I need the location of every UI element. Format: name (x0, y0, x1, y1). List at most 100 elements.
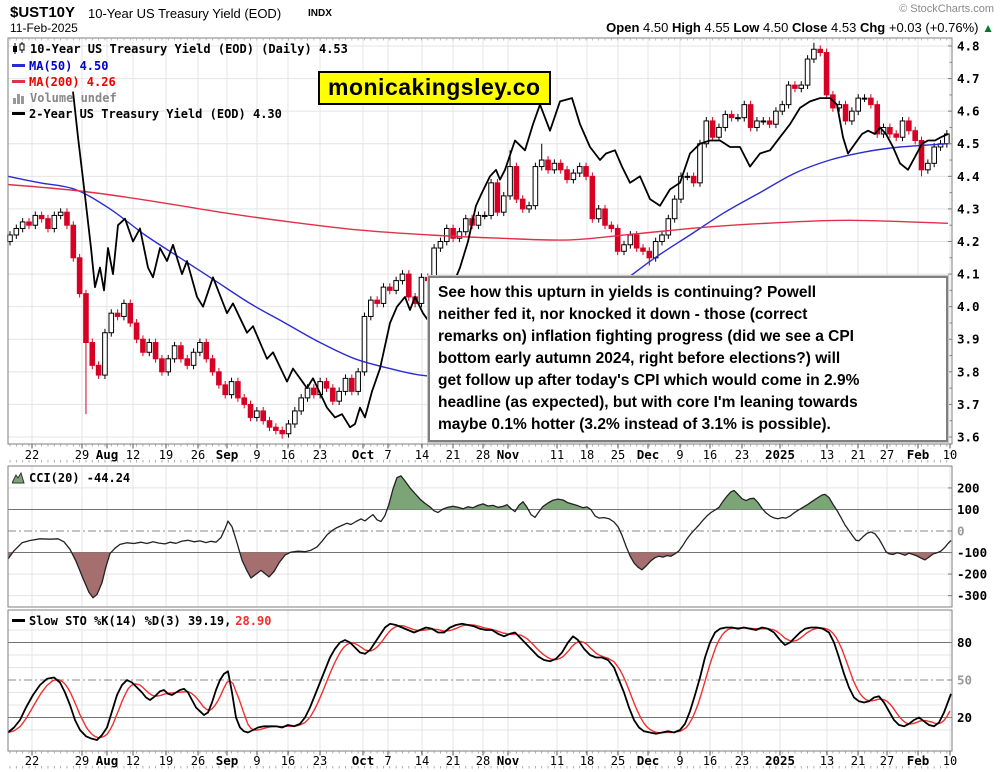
y-axis-label: 100 (957, 502, 980, 517)
candle-up (804, 58, 811, 86)
candle-up (779, 104, 786, 112)
x-axis-label: 7 (384, 448, 391, 462)
x-axis-label: 27 (880, 448, 894, 462)
candle-up (146, 342, 153, 353)
candle-down (26, 221, 32, 226)
x-axis-label: 11 (550, 754, 564, 768)
candle-down (241, 397, 248, 405)
y-axis-label: 4.6 (957, 104, 980, 119)
candle-up (576, 166, 583, 174)
x-axis-label: Dec (637, 753, 660, 768)
y-axis-label: -200 (957, 567, 987, 582)
y-axis-label: 200 (957, 480, 980, 495)
candle-down (545, 159, 551, 171)
candle-up (254, 410, 260, 418)
close-value: 4.53 (831, 20, 857, 35)
candle-up (336, 390, 342, 402)
candle-down (519, 198, 526, 210)
candle-up (298, 397, 304, 412)
y-axis-label: 0 (957, 524, 965, 539)
x-axis-label: 21 (851, 448, 865, 462)
candle-down (311, 387, 317, 396)
candle-down (235, 381, 241, 399)
panel-border (7, 465, 953, 608)
candle-up (861, 97, 868, 100)
x-axis-label: 28 (476, 754, 490, 768)
candle-up (507, 166, 513, 197)
candle-up (697, 143, 703, 184)
y-axis-label: -300 (957, 588, 987, 603)
candle-up (368, 299, 374, 317)
candle-up (190, 351, 197, 366)
candle-up (754, 120, 760, 128)
candle-up (57, 211, 64, 216)
candle-down (823, 52, 830, 96)
y-axis-label: 4.5 (957, 136, 980, 151)
candle-up (165, 358, 172, 373)
x-axis-label: 22 (25, 448, 39, 462)
candle-down (247, 403, 254, 418)
candle-down (89, 342, 96, 366)
candle-up (393, 280, 399, 291)
x-axis-label: 14 (415, 448, 429, 462)
watermark: monicakingsley.co (318, 71, 551, 105)
y-axis-label: 4.0 (957, 299, 980, 314)
volume-bars-icon (13, 93, 24, 104)
y-axis-label: 20 (957, 710, 972, 725)
candle-up (798, 84, 805, 89)
x-axis-label: 9 (253, 754, 260, 768)
chg-value: +0.03 (+0.76%) (888, 20, 979, 35)
x-axis-label: 11 (550, 448, 564, 462)
x-axis-label: 12 (126, 448, 140, 462)
x-axis-label: 23 (735, 448, 749, 462)
legend-2y-label: 2-Year US Treasury Yield (EOD) 4.30 (29, 106, 282, 121)
x-axis-label: 13 (820, 754, 834, 768)
candle-down (728, 113, 735, 119)
candle-down (640, 247, 646, 252)
candle-down (159, 358, 165, 373)
x-axis-label: 25 (611, 754, 625, 768)
ma200-line-icon (12, 80, 25, 83)
cci-green-fill (387, 475, 837, 510)
x-axis-label: 26 (191, 448, 205, 462)
y-axis-label: 4.8 (957, 39, 980, 54)
up-triangle-icon: ▲ (982, 21, 994, 35)
x-axis-label: Oct (352, 447, 375, 462)
candle-down (405, 273, 412, 298)
chg-label: Chg (859, 20, 886, 35)
candle-down (70, 224, 77, 259)
legend-price-label: 10-Year US Treasury Yield (EOD) (Daily) … (30, 41, 348, 56)
x-axis-label: 21 (446, 448, 460, 462)
candle-down (95, 364, 102, 376)
candle-up (652, 240, 659, 259)
x-axis-label: 26 (191, 754, 205, 768)
candle-up (361, 315, 368, 373)
ma50-line-icon (12, 64, 25, 67)
candle-down (564, 169, 570, 181)
candle-down (203, 342, 210, 360)
x-axis-label: 18 (580, 754, 594, 768)
y-axis-label: 4.7 (957, 71, 980, 86)
candle-down (38, 214, 45, 220)
candle-up (32, 214, 39, 226)
candle-up (899, 120, 906, 138)
candle-down (222, 384, 229, 396)
legend-ma200: MA(200) 4.26 (12, 74, 116, 89)
candle-up (108, 312, 115, 334)
candle-up (51, 214, 58, 229)
quote-row: Open 4.50 High 4.55 Low 4.50 Close 4.53 … (606, 20, 994, 35)
candle-down (893, 133, 900, 138)
candle-up (678, 175, 684, 200)
candle-up (925, 162, 931, 171)
candle-down (912, 130, 918, 141)
candle-down (260, 410, 266, 422)
x-axis-label: 29 (75, 448, 89, 462)
candle-down (646, 250, 653, 259)
symbol: $UST10Y (10, 4, 76, 21)
low-label: Low (733, 20, 760, 35)
candle-up (532, 166, 539, 207)
x-axis-label: 14 (415, 754, 429, 768)
x-axis-label: 16 (703, 448, 717, 462)
candle-up (19, 221, 26, 229)
